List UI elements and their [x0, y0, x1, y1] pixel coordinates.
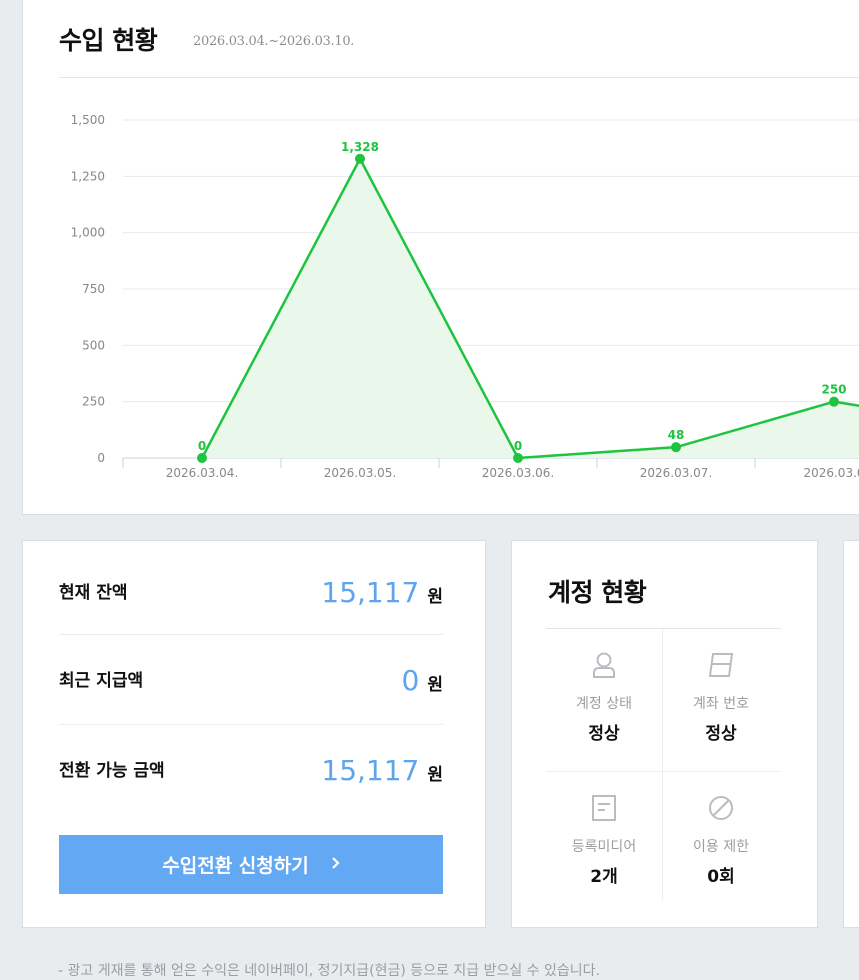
x-tick-label: 2026.03.04. — [166, 466, 239, 480]
registered-media-label: 등록미디어 — [571, 839, 637, 855]
recent-payout-unit: 원 — [427, 675, 443, 695]
recent-payout-amount: 0 — [401, 664, 420, 697]
account-divider — [546, 628, 781, 629]
x-tick-label: 2026.03.05. — [324, 466, 397, 480]
balance-row-current: 현재 잔액 15,117 원 — [59, 543, 443, 633]
y-tick-label: 1,500 — [71, 113, 105, 127]
data-label: 0 — [514, 439, 522, 453]
account-number-item: 계좌 번호 정상 — [663, 651, 779, 744]
data-label: 48 — [668, 428, 685, 442]
y-tick-label: 0 — [97, 451, 105, 465]
bankbook-icon — [708, 653, 734, 677]
conversion-button-label: 수입전환 신청하기 — [162, 855, 309, 877]
data-point — [355, 153, 365, 164]
registered-media-value: 2개 — [590, 867, 618, 887]
balance-row-convertible: 전환 가능 금액 15,117 원 — [59, 724, 443, 815]
account-status-title: 계정 현황 — [548, 578, 647, 607]
y-tick-label: 1,250 — [71, 169, 105, 183]
data-label: 250 — [821, 383, 846, 397]
income-title: 수입 현황 — [59, 26, 158, 55]
document-icon — [592, 795, 616, 821]
data-point — [513, 453, 523, 463]
usage-restriction-item: 이용 제한 0회 — [663, 794, 779, 887]
income-conversion-request-button[interactable]: 수입전환 신청하기 — [59, 835, 443, 894]
convertible-amount: 15,117 — [321, 754, 420, 787]
current-balance-value: 15,117 원 — [321, 543, 443, 647]
series-line — [200, 157, 859, 460]
registered-media-item: 등록미디어 2개 — [546, 794, 662, 887]
x-tick-label: 2026.03.06. — [482, 466, 555, 480]
y-tick-label: 500 — [82, 338, 105, 352]
convertible-amount-label: 전환 가능 금액 — [59, 761, 165, 781]
income-status-panel: 수입 현황 2026.03.04.~2026.03.10. 0 250 500 750… — [22, 0, 859, 515]
x-tick-label: 2026.03.0 — [803, 466, 859, 480]
account-grid-horizontal-divider — [546, 771, 781, 772]
account-state-value: 정상 — [588, 724, 620, 744]
account-number-value: 정상 — [705, 724, 737, 744]
user-icon — [593, 652, 615, 678]
y-tick-label: 250 — [82, 395, 105, 409]
usage-restriction-value: 0회 — [707, 867, 735, 887]
data-label: 1,328 — [341, 140, 379, 154]
data-point — [829, 396, 839, 407]
income-notice-text: - 광고 게재를 통해 얻은 수익은 네이버페이, 정기지급(현금) 등으로 지… — [58, 963, 600, 979]
data-point — [197, 453, 207, 463]
prohibited-icon — [709, 796, 733, 820]
account-state-item: 계정 상태 정상 — [546, 651, 662, 744]
current-balance-amount: 15,117 — [321, 576, 420, 609]
income-period: 2026.03.04.~2026.03.10. — [193, 34, 355, 49]
account-status-panel: 계정 현황 계정 상태 정상 계좌 번호 정상 등록미디어 2개 이용 — [511, 540, 818, 928]
current-balance-label: 현재 잔액 — [59, 583, 128, 603]
x-tick-label: 2026.03.07. — [640, 466, 713, 480]
account-state-label: 계정 상태 — [576, 696, 632, 712]
chevron-right-icon — [331, 855, 340, 874]
adjacent-panel-edge — [843, 540, 859, 928]
income-divider — [59, 77, 859, 78]
recent-payout-label: 최근 지급액 — [59, 671, 144, 691]
account-grid-vertical-divider — [662, 629, 663, 901]
usage-restriction-label: 이용 제한 — [693, 839, 749, 855]
data-point — [671, 442, 681, 453]
series-area — [202, 158, 859, 458]
convertible-amount-unit: 원 — [427, 765, 443, 785]
y-tick-label: 750 — [82, 282, 105, 296]
income-chart: 0 250 500 750 1,000 1,250 1,500 2026.03.04. 2026… — [71, 113, 859, 480]
data-label: 0 — [198, 439, 206, 453]
current-balance-unit: 원 — [427, 587, 443, 607]
account-number-label: 계좌 번호 — [693, 696, 749, 712]
convertible-amount-value: 15,117 원 — [321, 725, 443, 821]
y-tick-label: 1,000 — [71, 226, 105, 240]
